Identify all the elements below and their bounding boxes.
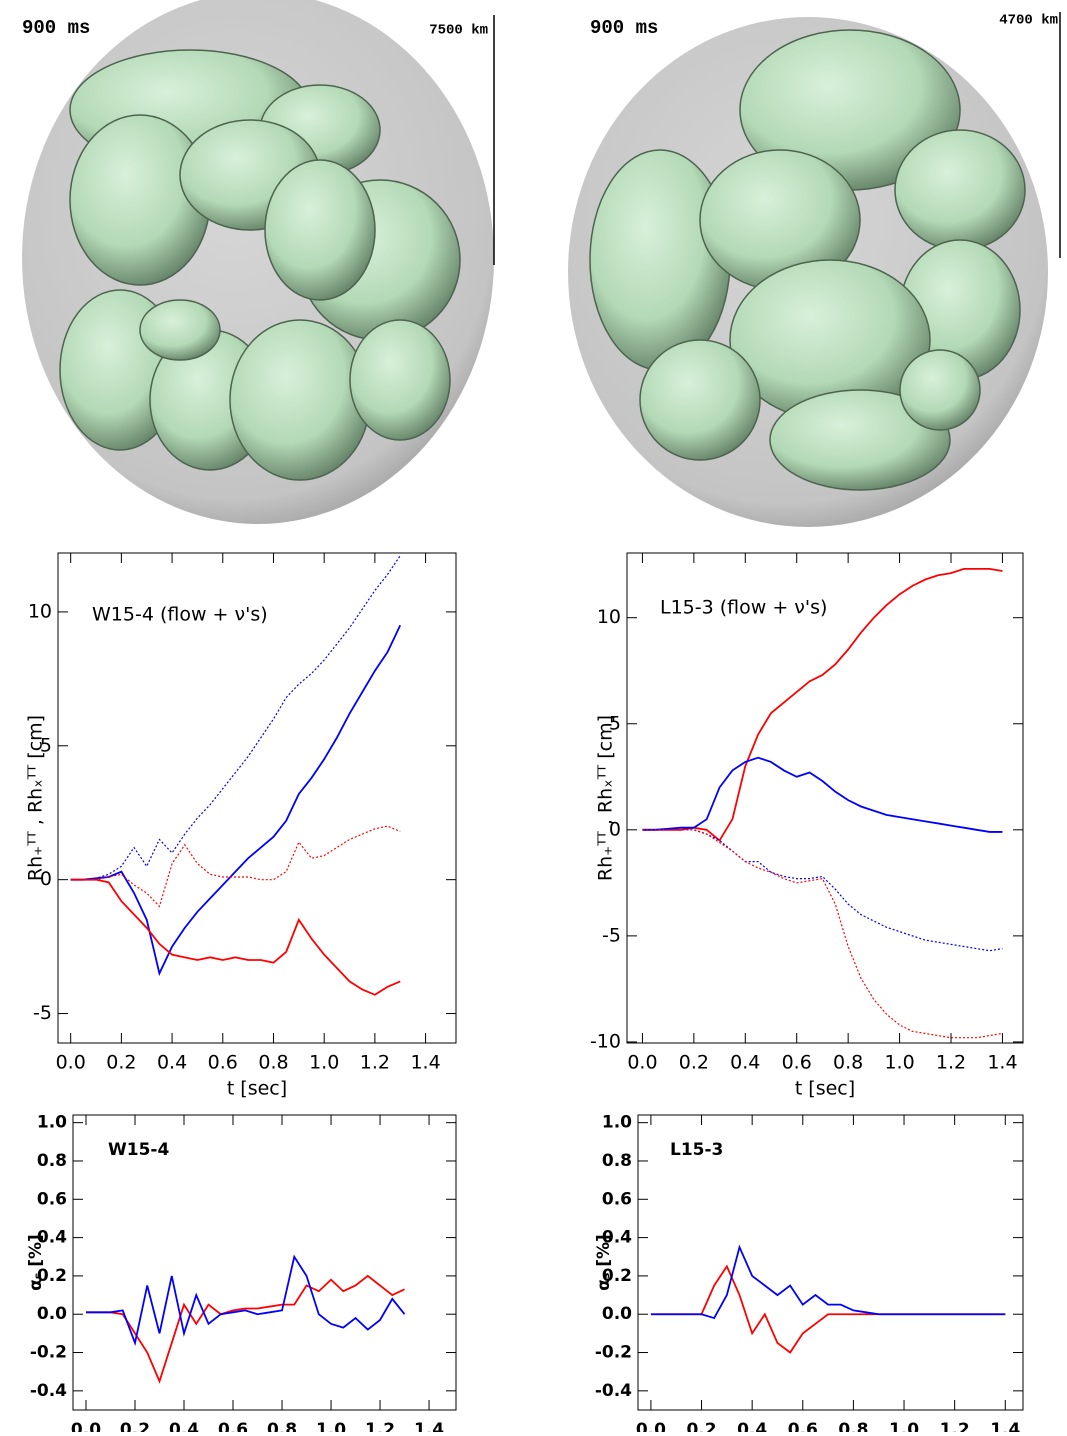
line-chart: 0.0 0.2 0.4 0.6 0.8 1.0 1.2 1.4 -0.4 -0.2 0.0 0.2 0.…	[594, 1113, 1024, 1436]
y-tick-label: -0.4	[30, 1381, 67, 1401]
render-scale: 4700 km	[999, 13, 1058, 29]
x-tick-label: 1.2	[936, 1052, 966, 1074]
y-axis-label: Rh₊ᵀᵀ , Rhₓᵀᵀ [cm]	[595, 715, 617, 881]
y-tick-label: -0.4	[595, 1381, 632, 1401]
y-tick-label: 0	[609, 818, 621, 840]
y-tick-label: 0.6	[602, 1189, 632, 1209]
y-tick-label: 10	[597, 606, 621, 628]
plot-frame	[72, 1114, 457, 1411]
render-time: 900 ms	[22, 17, 90, 39]
x-tick-label: 0.2	[679, 1052, 709, 1074]
x-tick-label: 1.4	[990, 1420, 1020, 1432]
series-line	[70, 825, 401, 908]
x-tick-label: 0.8	[838, 1420, 868, 1432]
x-tick-label: 0.4	[730, 1052, 760, 1074]
series-line	[650, 1264, 1006, 1354]
y-axis-label: αₛ [%]	[594, 1234, 614, 1291]
x-tick-label: 0.8	[833, 1052, 863, 1074]
y-tick-label: 0.8	[37, 1151, 67, 1171]
x-tick-label: 1.4	[414, 1420, 444, 1432]
render-scale: 7500 km	[429, 23, 488, 39]
y-tick-label: 1.0	[37, 1113, 67, 1133]
annotation: W15-4 (flow + ν's)	[92, 604, 268, 626]
annotation: L15-3 (flow + ν's)	[660, 597, 827, 619]
series-line	[70, 878, 401, 996]
render-left: 900 ms 7500 km	[22, 0, 495, 524]
series-line	[650, 1244, 1006, 1320]
annotation: W15-4	[108, 1140, 169, 1160]
line-chart: 0.0 0.2 0.4 0.6 0.8 1.0 1.2 1.4 -5 0 5 10 t [sec] Rh₊…	[25, 552, 457, 1100]
y-tick-label: -5	[33, 1002, 52, 1024]
y-tick-label: 0.6	[37, 1189, 67, 1209]
y-tick-label: 10	[28, 600, 52, 622]
plot-frame	[637, 1114, 1024, 1411]
y-tick-label: 5	[609, 712, 621, 734]
x-tick-label: 1.0	[884, 1052, 914, 1074]
line-chart: 0.0 0.2 0.4 0.6 0.8 1.0 1.2 1.4 -0.4 -0.2 0.0 0.2 0.…	[26, 1113, 457, 1436]
render-right: 900 ms 4700 km	[568, 12, 1061, 527]
x-tick-label: 0.0	[71, 1420, 101, 1432]
x-tick-label: 0.0	[636, 1420, 666, 1432]
series-line	[70, 555, 401, 881]
x-tick-label: 0.4	[157, 1052, 187, 1074]
y-tick-label: -0.2	[30, 1343, 67, 1363]
x-tick-label: 1.2	[940, 1420, 970, 1432]
y-tick-label: 0.0	[37, 1304, 67, 1324]
x-tick-label: 0.4	[737, 1420, 767, 1432]
series-line	[642, 568, 1003, 842]
series-line	[642, 829, 1003, 1039]
y-tick-label: 5	[40, 734, 52, 756]
y-tick-label: 1.0	[602, 1113, 632, 1133]
x-tick-label: 0.0	[627, 1052, 657, 1074]
y-tick-label: -5	[602, 924, 621, 946]
x-tick-label: 0.6	[208, 1052, 238, 1074]
plot-frame	[57, 552, 457, 1044]
plumes	[59, 49, 461, 481]
x-tick-label: 0.8	[258, 1052, 288, 1074]
y-axis-label: αₛ [%]	[26, 1234, 46, 1291]
series-line	[85, 1274, 405, 1384]
y-tick-label: -0.2	[595, 1343, 632, 1363]
x-tick-label: 0.2	[120, 1420, 150, 1432]
series-line	[642, 829, 1003, 952]
x-tick-label: 0.0	[56, 1052, 86, 1074]
x-tick-label: 1.4	[410, 1052, 440, 1074]
x-tick-label: 1.0	[316, 1420, 346, 1432]
series-line	[85, 1254, 406, 1347]
plot-frame	[626, 552, 1024, 1044]
series-line	[642, 756, 1003, 833]
x-tick-label: 0.2	[686, 1420, 716, 1432]
y-axis-label: Rh₊ᵀᵀ , Rhₓᵀᵀ [cm]	[25, 715, 47, 881]
x-tick-label: 0.2	[106, 1052, 136, 1074]
x-tick-label: 1.2	[360, 1052, 390, 1074]
x-tick-label: 0.8	[267, 1420, 297, 1432]
y-tick-label: 0.4	[602, 1228, 632, 1248]
annotation: L15-3	[670, 1140, 723, 1160]
series-line	[70, 624, 402, 977]
y-tick-label: 0	[40, 868, 52, 890]
y-tick-label: 0.2	[602, 1266, 632, 1286]
line-chart: 0.0 0.2 0.4 0.6 0.8 1.0 1.2 1.4 -10 -5 0 5 10 t [sec]…	[590, 552, 1024, 1100]
x-axis-label: t [sec]	[795, 1078, 855, 1100]
x-tick-label: 1.0	[889, 1420, 919, 1432]
x-tick-label: 0.6	[782, 1052, 812, 1074]
y-tick-label: -10	[590, 1030, 621, 1052]
y-tick-label: 0.2	[37, 1266, 67, 1286]
y-tick-label: 0.8	[602, 1151, 632, 1171]
render-time: 900 ms	[590, 17, 658, 39]
x-tick-label: 0.4	[169, 1420, 199, 1432]
x-axis-label: t [sec]	[227, 1078, 287, 1100]
x-tick-label: 1.4	[987, 1052, 1017, 1074]
x-tick-label: 0.6	[218, 1420, 248, 1432]
x-tick-label: 1.2	[365, 1420, 395, 1432]
plumes	[589, 29, 1026, 491]
y-tick-label: 0.0	[602, 1304, 632, 1324]
y-tick-label: 0.4	[37, 1228, 67, 1248]
x-tick-label: 1.0	[309, 1052, 339, 1074]
x-tick-label: 0.6	[788, 1420, 818, 1432]
